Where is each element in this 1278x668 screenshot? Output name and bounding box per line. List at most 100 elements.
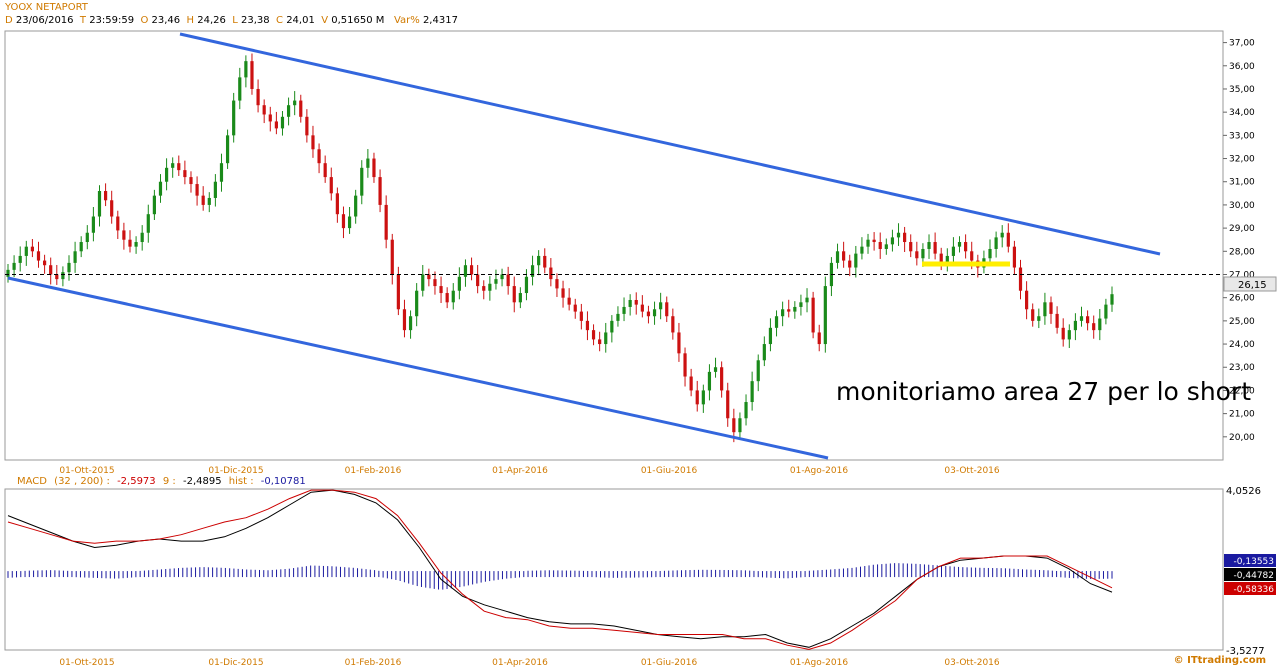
candle-body: [616, 313, 620, 321]
candle-body: [128, 239, 132, 247]
upper-trendline: [179, 32, 1161, 256]
candle-body: [427, 274, 431, 280]
candle-body: [866, 239, 870, 247]
price-plot-frame: [4, 30, 1224, 461]
candle-body: [323, 163, 327, 178]
symbol-title: YOOX NETAPORT: [5, 2, 88, 13]
candle-body: [1037, 316, 1041, 321]
candle-body: [189, 177, 193, 185]
candle-body: [1006, 232, 1010, 247]
candle-body: [774, 316, 779, 328]
candle-body: [964, 242, 968, 252]
price-y-tick-label: 26,00: [1229, 294, 1255, 304]
candle-body: [268, 114, 272, 122]
price-x-tick-label: 03-Ott-2016: [944, 466, 1000, 476]
candle-body: [732, 418, 736, 433]
candle-body: [372, 158, 376, 178]
candle-body: [299, 100, 303, 117]
candle-body: [360, 167, 364, 196]
candle-body: [85, 232, 89, 243]
last-price-box: [1223, 276, 1277, 292]
candle-body: [1098, 318, 1102, 331]
candle-body: [378, 177, 382, 205]
candle-body: [1061, 327, 1065, 340]
candle-body: [1073, 320, 1078, 331]
candle-body: [482, 286, 486, 291]
candle-body: [421, 274, 425, 291]
candle-body: [49, 265, 53, 275]
open-value: 23,46: [151, 15, 181, 26]
lower-trendline: [7, 276, 829, 460]
candle-body: [183, 170, 187, 178]
candle-body: [707, 371, 712, 391]
candle-body: [1012, 246, 1017, 268]
candle-body: [91, 216, 95, 233]
candle-body: [628, 299, 632, 307]
candle-body: [140, 232, 144, 243]
candle-body: [677, 332, 681, 354]
price-y-tick-label: 25,00: [1229, 317, 1255, 327]
candle-body: [622, 306, 626, 314]
signal-value: -2,4895: [182, 476, 222, 487]
candle-body: [317, 149, 321, 164]
candle-body: [659, 302, 663, 310]
high-value: 24,26: [197, 15, 226, 26]
candle-body: [512, 286, 516, 303]
candle-body: [146, 214, 150, 233]
price-y-tick-label: 34,00: [1229, 108, 1255, 118]
candle-body: [848, 260, 852, 268]
price-y-tick-label: 23,00: [1229, 363, 1255, 373]
price-y-tick-label: 21,00: [1229, 410, 1255, 420]
macd-x-axis: 01-Ott-2015 01-Dic-2015 01-Feb-2016 01-Apr-…: [59, 658, 1000, 668]
candle-body: [610, 320, 614, 333]
candle-body: [506, 274, 510, 287]
ohlc-info-bar: D 23/06/2016 T 23:59:59 O 23,46 H 24,26 …: [5, 15, 458, 26]
candle-body: [293, 100, 297, 106]
candle-body: [860, 246, 864, 254]
macd-value-label-box: [1224, 568, 1276, 581]
candle-body: [951, 246, 956, 256]
candle-body: [854, 253, 858, 268]
candle-body: [1000, 232, 1004, 238]
candle-body: [384, 204, 388, 240]
date-value: 23/06/2016: [15, 15, 74, 26]
candle-body: [665, 302, 669, 317]
candle-body: [970, 251, 974, 261]
candle-body: [73, 251, 77, 263]
candle-body: [939, 253, 943, 263]
price-y-tick-label: 28,00: [1229, 247, 1255, 257]
macd-params: (32 , 200) :: [54, 476, 110, 487]
candle-body: [152, 195, 156, 215]
candle-body: [921, 248, 925, 259]
candle-body: [439, 286, 443, 294]
candle-body: [42, 260, 47, 266]
candle-body: [311, 135, 315, 150]
macd-name: MACD: [17, 476, 47, 487]
candle-body: [884, 244, 888, 249]
candle-body: [274, 121, 278, 129]
candle-body: [1031, 309, 1035, 321]
macd-y-bottom-label: -3,5277: [1226, 646, 1265, 657]
macd-value-label-box: [1224, 582, 1276, 595]
low-label: L: [232, 15, 238, 26]
candle-body: [555, 279, 559, 289]
price-x-tick-label: 01-Apr-2016: [492, 466, 548, 476]
time-label: T: [79, 15, 86, 26]
candle-body: [835, 251, 840, 263]
candle-body: [469, 265, 474, 275]
price-y-tick-label: 35,00: [1229, 85, 1255, 95]
candle-body: [164, 167, 169, 182]
candle-body: [457, 276, 461, 291]
macd-value-label: -0,44782: [1234, 571, 1274, 581]
candle-body: [896, 232, 901, 238]
candle-body: [134, 242, 138, 247]
macd-x-tick-label: 01-Feb-2016: [345, 658, 402, 668]
candle-body: [585, 320, 590, 331]
candle-body: [335, 193, 339, 215]
candle-body: [738, 418, 742, 433]
volume-label: V: [321, 15, 329, 26]
candle-body: [286, 105, 291, 117]
candle-body: [238, 77, 242, 101]
